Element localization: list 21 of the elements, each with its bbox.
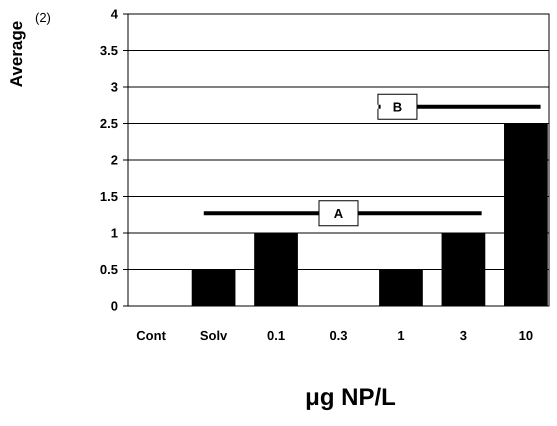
y-tick-label: 1 — [110, 226, 118, 241]
y-tick-label: 1.5 — [100, 189, 118, 204]
chart-title: (2) — [35, 10, 51, 25]
x-tick-label: Solv — [200, 328, 228, 343]
y-axis-title: Average — [7, 20, 26, 88]
y-tick-label: 4 — [110, 6, 119, 22]
x-axis-title: μg NP/L — [305, 384, 396, 411]
x-tick-label: Cont — [136, 328, 167, 343]
y-tick-label: 3 — [110, 80, 118, 95]
y-tick-label: 0.5 — [100, 262, 118, 278]
y-tick-label: 3.5 — [100, 43, 118, 58]
x-tick-label: 1 — [397, 328, 405, 343]
x-tick-label: 0.1 — [267, 328, 286, 343]
y-tick-label: 2 — [110, 152, 118, 168]
x-tick-label: 0.3 — [329, 328, 348, 343]
annotation: A — [334, 206, 344, 221]
y-tick-label: 0 — [110, 298, 118, 314]
annotation: B — [392, 99, 402, 114]
x-tick-label: 3 — [460, 328, 468, 343]
x-tick-label: 10 — [518, 328, 534, 343]
y-tick-label: 2.5 — [100, 116, 118, 132]
